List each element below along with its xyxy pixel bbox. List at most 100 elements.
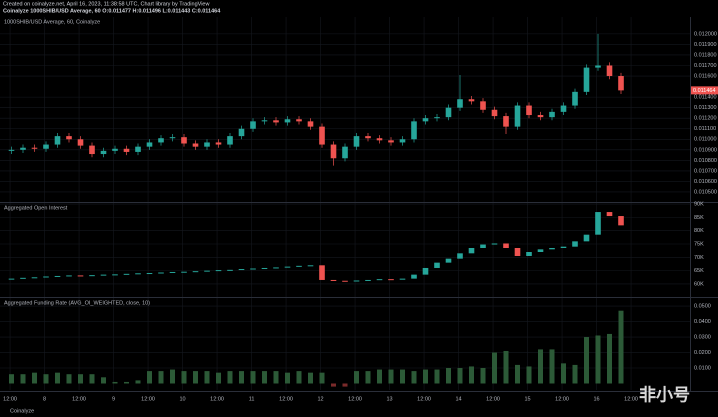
candle-body xyxy=(31,147,38,149)
x-tick-label: 11 xyxy=(249,396,255,402)
oi-candle xyxy=(261,267,268,269)
oi-candle xyxy=(342,280,348,282)
oi-candle xyxy=(399,278,406,280)
candle-body xyxy=(526,105,532,116)
y-tick-label: 0.011400 xyxy=(694,95,717,101)
oi-candle xyxy=(20,277,26,279)
funding-bar xyxy=(618,310,624,384)
oi-candle xyxy=(66,275,72,277)
y-tick-label: 0.0100 xyxy=(694,365,711,371)
candle-body xyxy=(583,67,590,92)
y-tick-label: 85K xyxy=(694,215,704,221)
created-note: Created on coinalyze.net, April 16, 2023… xyxy=(3,1,209,7)
funding-bar xyxy=(549,349,555,384)
x-tick-label: 12:00 xyxy=(555,396,569,402)
candle-body xyxy=(20,147,26,150)
oi-candle xyxy=(572,241,578,247)
candle-body xyxy=(169,137,176,139)
funding-bar xyxy=(446,368,451,384)
oi-candle xyxy=(181,271,187,273)
funding-bar xyxy=(262,371,267,384)
funding-bar xyxy=(434,369,440,384)
funding-bar xyxy=(285,372,290,384)
candle-body xyxy=(215,142,222,145)
funding-bar xyxy=(423,369,428,384)
funding-bar xyxy=(584,337,589,384)
funding-bar xyxy=(250,371,256,384)
y-tick-label: 0.011800 xyxy=(694,52,717,58)
funding-bar xyxy=(20,374,26,384)
funding-bar xyxy=(112,381,118,384)
candle-body xyxy=(146,142,153,147)
oi-candle xyxy=(169,271,176,273)
y-tick-label: 75K xyxy=(694,241,704,247)
x-tick-label: 8 xyxy=(43,396,46,402)
oi-candle xyxy=(158,272,164,274)
symbol-line: Coinalyze 1000SHIB/USD Average, 60 O:0.0… xyxy=(3,8,221,14)
funding-bar xyxy=(9,374,14,384)
funding-bar xyxy=(181,371,187,384)
y-tick-label: 70K xyxy=(694,255,704,261)
funding-bar xyxy=(55,372,60,384)
candle-body xyxy=(238,128,245,137)
watermark: 非小号 xyxy=(639,384,690,404)
funding-bar xyxy=(572,364,578,384)
y-tick-label: 0.011200 xyxy=(694,116,717,122)
funding-bar xyxy=(101,377,106,384)
candle-body xyxy=(468,99,475,102)
candle-body xyxy=(66,136,72,140)
candle-body xyxy=(284,119,291,123)
oi-candle xyxy=(376,279,383,281)
funding-bar xyxy=(480,368,486,384)
oi-candle xyxy=(192,271,199,273)
oi-candle xyxy=(146,273,153,275)
x-tick-label: 13 xyxy=(387,396,393,402)
oi-candle xyxy=(112,274,118,276)
y-tick-label: 0.011100 xyxy=(694,126,716,132)
x-tick-label: 15 xyxy=(525,396,531,402)
candle-body xyxy=(135,146,141,152)
funding-bar xyxy=(607,333,612,384)
x-tick-label: 12:00 xyxy=(348,396,362,402)
funding-bar xyxy=(595,335,601,384)
candle-body xyxy=(491,109,498,117)
y-tick-label: 0.0400 xyxy=(694,319,711,325)
oi-candle xyxy=(491,243,498,245)
funding-bar xyxy=(365,371,371,384)
oi-candle xyxy=(457,253,463,259)
candle-body xyxy=(158,138,164,143)
funding-bar xyxy=(170,369,175,384)
oi-candle xyxy=(514,248,521,256)
oi-candle xyxy=(526,251,532,256)
candle-body xyxy=(411,121,417,140)
funding-bar xyxy=(526,366,532,384)
oi-candle xyxy=(434,262,440,268)
x-tick-label: 12:00 xyxy=(210,396,224,402)
candle-body xyxy=(422,118,429,122)
candle-body xyxy=(89,145,95,155)
oi-candle xyxy=(8,278,15,280)
candle-body xyxy=(296,119,302,122)
oi-candle xyxy=(388,279,394,281)
funding-bar xyxy=(239,371,244,384)
x-tick-label: 12:00 xyxy=(72,396,86,402)
x-tick-label: 12:00 xyxy=(3,396,17,402)
candle-body xyxy=(227,136,233,145)
y-tick-label: 0.0300 xyxy=(694,334,711,340)
y-tick-label: 0.011900 xyxy=(694,42,717,48)
last-price-tag xyxy=(691,86,718,95)
funding-bar xyxy=(78,374,83,384)
oi-candle xyxy=(123,273,130,275)
candle-body xyxy=(376,138,383,141)
funding-bar xyxy=(469,366,474,384)
candle-body xyxy=(112,148,118,151)
funding-bar xyxy=(124,381,129,384)
funding-bar xyxy=(135,380,141,384)
candle-body xyxy=(181,137,187,144)
candle-body xyxy=(618,76,624,91)
y-tick-label: 80K xyxy=(694,228,704,234)
candle-body xyxy=(319,126,325,145)
y-tick-label: 0.011700 xyxy=(694,63,717,69)
oi-candle xyxy=(54,275,61,277)
